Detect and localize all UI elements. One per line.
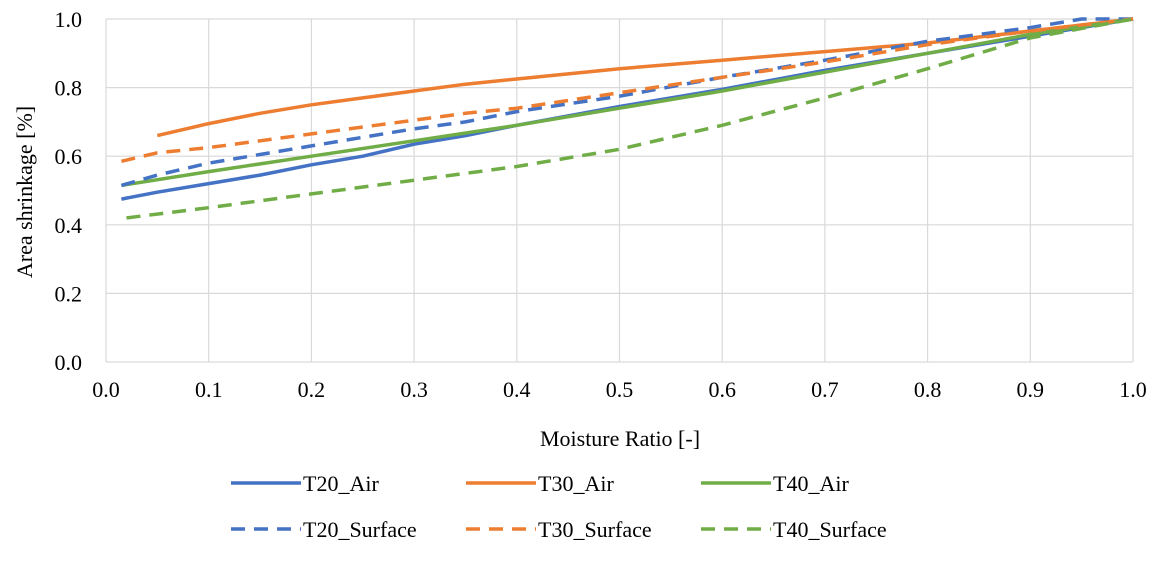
- x-tick-label: 0.9: [1017, 377, 1045, 402]
- y-tick-label: 0.4: [55, 213, 83, 238]
- x-tick-label: 0.6: [708, 377, 736, 402]
- x-tick-label: 0.2: [298, 377, 326, 402]
- plot-series: [120, 17, 1134, 220]
- x-tick-label: 1.0: [1119, 377, 1147, 402]
- series-line-t30-surface: [120, 17, 1134, 164]
- legend-label-t30-air: T30_Air: [538, 471, 614, 496]
- x-tick-label: 0.1: [195, 377, 223, 402]
- legend: T20_Air T30_Air T40_Air T20_Surface T30_Surf…: [231, 471, 887, 542]
- x-tick-label: 0.5: [606, 377, 634, 402]
- series-line-t40-air: [121, 17, 1134, 188]
- x-tick-label: 0.8: [914, 377, 942, 402]
- y-tick-label: 0.0: [55, 350, 83, 375]
- y-tick-label: 1.0: [55, 7, 83, 32]
- legend-label-t20-surface: T20_Surface: [303, 517, 417, 542]
- x-tick-label: 0.3: [400, 377, 428, 402]
- legend-label-t40-air: T40_Air: [773, 471, 849, 496]
- x-tick-labels: 0.0 0.1 0.2 0.3 0.4 0.5 0.6 0.7 0.8 0.9 1.0: [92, 377, 1147, 402]
- series-line-t30-air: [156, 17, 1134, 138]
- x-tick-label: 0.4: [503, 377, 531, 402]
- y-tick-label: 0.8: [55, 76, 83, 101]
- legend-label-t40-surface: T40_Surface: [773, 517, 887, 542]
- grid-lines: [105, 18, 1134, 363]
- series-line-t40-surface: [126, 17, 1134, 220]
- x-tick-label: 0.0: [92, 377, 120, 402]
- x-tick-label: 0.7: [811, 377, 839, 402]
- x-axis-title: Moisture Ratio [-]: [540, 426, 700, 451]
- y-tick-label: 0.6: [55, 144, 83, 169]
- series-line-t20-surface: [120, 17, 1133, 188]
- legend-label-t20-air: T20_Air: [303, 471, 379, 496]
- y-axis-title: Area shrinkage [%]: [12, 106, 37, 278]
- series-line-t20-air: [121, 17, 1134, 201]
- y-tick-labels: 0.0 0.2 0.4 0.6 0.8 1.0: [55, 7, 83, 375]
- y-tick-label: 0.2: [55, 281, 83, 306]
- legend-label-t30-surface: T30_Surface: [538, 517, 652, 542]
